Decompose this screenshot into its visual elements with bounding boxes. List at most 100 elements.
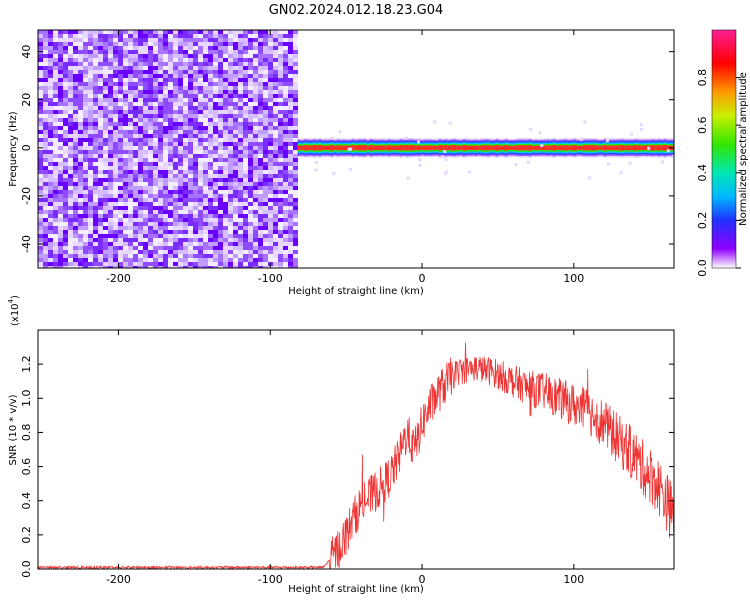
heatmap-cell — [198, 202, 203, 206]
heatmap-band-cell — [462, 145, 466, 151]
heatmap-cell — [198, 30, 203, 34]
heatmap-cell — [288, 106, 293, 110]
heatmap-cell — [113, 266, 118, 268]
heatmap-band-cell — [411, 145, 415, 151]
heatmap-cell — [133, 206, 138, 210]
heatmap-cell — [38, 186, 43, 190]
heatmap-cell — [263, 46, 268, 50]
heatmap-scatter-cell — [606, 162, 610, 166]
heatmap-band-cell — [636, 145, 640, 151]
heatmap-cell — [283, 198, 288, 202]
heatmap-cell — [153, 162, 158, 166]
heatmap-cell — [258, 230, 263, 234]
heatmap-cell — [118, 122, 123, 126]
heatmap-cell — [208, 134, 213, 138]
heatmap-cell — [133, 246, 138, 250]
heatmap-cell — [58, 194, 63, 198]
heatmap-cell — [98, 202, 103, 206]
heatmap-band-cell — [594, 145, 598, 151]
heatmap-cell — [168, 250, 173, 254]
heatmap-cell — [118, 254, 123, 258]
heatmap-cell — [158, 158, 163, 162]
heatmap-cell — [113, 242, 118, 246]
heatmap-cell — [108, 258, 113, 262]
heatmap-cell — [88, 234, 93, 238]
heatmap-cell — [38, 218, 43, 222]
heatmap-cell — [68, 122, 73, 126]
heatmap-cell — [148, 82, 153, 86]
heatmap-cell — [208, 174, 213, 178]
heatmap-cell — [288, 242, 293, 246]
heatmap-cell — [63, 30, 68, 34]
heatmap-cell — [123, 170, 128, 174]
heatmap-cell — [213, 178, 218, 182]
heatmap-cell — [183, 222, 188, 226]
heatmap-cell — [268, 146, 273, 150]
heatmap-cell — [153, 246, 158, 250]
heatmap-cell — [238, 90, 243, 94]
heatmap-cell — [218, 182, 223, 186]
heatmap-cell — [168, 182, 173, 186]
heatmap-cell — [283, 58, 288, 62]
heatmap-cell — [53, 74, 58, 78]
heatmap-cell — [103, 110, 108, 114]
heatmap-cell — [63, 230, 68, 234]
heatmap-cell — [188, 142, 193, 146]
heatmap-cell — [83, 262, 88, 266]
heatmap-cell — [238, 58, 243, 62]
heatmap-cell — [183, 82, 188, 86]
heatmap-cell — [193, 206, 198, 210]
heatmap-cell — [73, 154, 78, 158]
heatmap-cell — [138, 106, 143, 110]
heatmap-cell — [183, 234, 188, 238]
heatmap-cell — [173, 110, 178, 114]
heatmap-cell — [143, 46, 148, 50]
heatmap-cell — [98, 150, 103, 154]
heatmap-cell — [263, 98, 268, 102]
heatmap-cell — [143, 122, 148, 126]
heatmap-cell — [123, 266, 128, 268]
heatmap-cell — [93, 238, 98, 242]
heatmap-cell — [143, 226, 148, 230]
heatmap-cell — [128, 34, 133, 38]
heatmap-cell — [198, 74, 203, 78]
heatmap-cell — [208, 94, 213, 98]
heatmap-scatter-cell — [606, 139, 609, 143]
heatmap-cell — [68, 42, 73, 46]
heatmap-cell — [158, 230, 163, 234]
heatmap-cell — [268, 82, 273, 86]
heatmap-cell — [273, 198, 278, 202]
heatmap-cell — [118, 230, 123, 234]
heatmap-cell — [88, 258, 93, 262]
heatmap-cell — [278, 38, 283, 42]
heatmap-cell — [123, 74, 128, 78]
heatmap-cell — [53, 42, 58, 46]
heatmap-cell — [293, 178, 298, 182]
heatmap-cell — [58, 46, 63, 50]
heatmap-cell — [158, 222, 163, 226]
heatmap-cell — [43, 66, 48, 70]
snr-panel: -200 -100 0 100 0.00.20.40.60.81.01.2 Heigh… — [7, 295, 675, 595]
heatmap-cell — [283, 162, 288, 166]
heatmap-cell — [253, 210, 258, 214]
heatmap-cell — [208, 238, 213, 242]
heatmap-cell — [193, 74, 198, 78]
heatmap-cell — [123, 82, 128, 86]
heatmap-cell — [253, 62, 258, 66]
heatmap-cell — [233, 178, 238, 182]
heatmap-cell — [293, 94, 298, 98]
heatmap-cell — [178, 30, 183, 34]
heatmap-cell — [48, 134, 53, 138]
heatmap-cell — [278, 70, 283, 74]
heatmap-cell — [238, 198, 243, 202]
heatmap-cell — [213, 230, 218, 234]
heatmap-cell — [73, 58, 78, 62]
heatmap-cell — [68, 130, 73, 134]
snr-multiplier-exponent: 4 — [7, 298, 15, 303]
heatmap-band-cell — [426, 145, 430, 150]
heatmap-cell — [43, 234, 48, 238]
heatmap-cell — [293, 142, 298, 146]
heatmap-cell — [53, 158, 58, 162]
heatmap-cell — [118, 210, 123, 214]
heatmap-cell — [203, 250, 208, 254]
